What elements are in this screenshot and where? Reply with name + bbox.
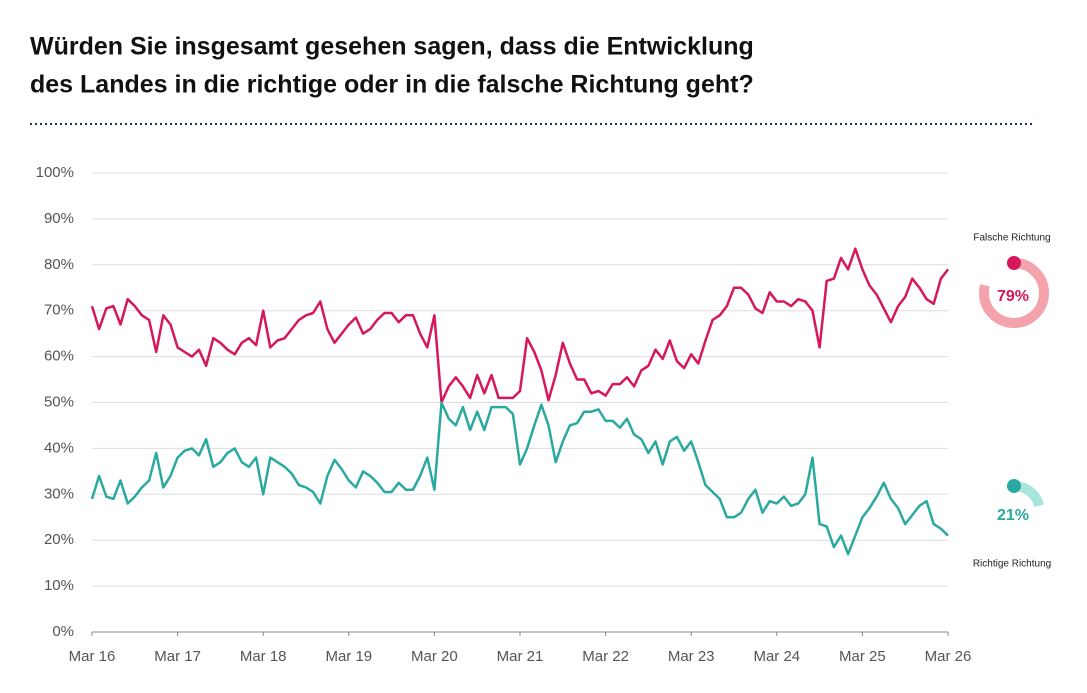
y-tick-label: 10% [44, 577, 74, 594]
y-tick-label: 70% [44, 302, 74, 319]
x-tick-label: Mar 16 [69, 648, 116, 665]
chart-title: des Landes in die richtige oder in die f… [30, 71, 754, 99]
legend-label: Richtige Richtung [973, 559, 1051, 570]
x-tick-label: Mar 21 [497, 648, 544, 665]
y-tick-label: 20% [44, 531, 74, 548]
x-tick-label: Mar 25 [839, 648, 886, 665]
x-tick-label: Mar 20 [411, 648, 458, 665]
x-tick-label: Mar 18 [240, 648, 287, 665]
x-tick-label: Mar 22 [582, 648, 629, 665]
x-tick-label: Mar 19 [325, 648, 372, 665]
y-tick-label: 60% [44, 348, 74, 365]
ring-label: 79% [997, 288, 1029, 305]
x-tick-label: Mar 17 [154, 648, 201, 665]
y-tick-label: 30% [44, 485, 74, 502]
y-tick-label: 50% [44, 393, 74, 410]
y-tick-label: 100% [36, 164, 74, 181]
chart-title: Würden Sie insgesamt gesehen sagen, dass… [30, 33, 754, 61]
legend-label: Falsche Richtung [973, 233, 1050, 244]
y-tick-label: 90% [44, 210, 74, 227]
x-tick-label: Mar 26 [925, 648, 972, 665]
ring-dot [1007, 256, 1021, 270]
y-tick-label: 0% [52, 623, 74, 640]
y-tick-label: 80% [44, 256, 74, 273]
x-tick-label: Mar 24 [753, 648, 800, 665]
ring-dot [1007, 479, 1021, 493]
series-line [90, 247, 949, 404]
ring-label: 21% [997, 507, 1029, 524]
y-tick-label: 40% [44, 439, 74, 456]
series-line [90, 401, 949, 556]
x-tick-label: Mar 23 [668, 648, 715, 665]
